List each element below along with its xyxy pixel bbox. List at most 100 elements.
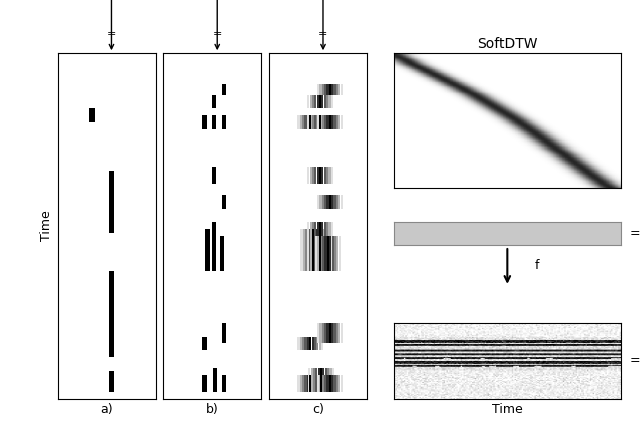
Bar bbox=[310, 368, 313, 392]
Bar bbox=[328, 167, 330, 184]
Bar bbox=[319, 337, 321, 350]
Bar bbox=[314, 229, 317, 271]
Bar bbox=[222, 195, 227, 209]
Bar bbox=[303, 229, 305, 271]
Bar bbox=[330, 368, 332, 392]
Bar bbox=[324, 95, 326, 109]
Bar bbox=[329, 323, 331, 343]
Bar bbox=[320, 236, 322, 271]
Bar bbox=[317, 95, 319, 109]
Bar bbox=[333, 323, 335, 343]
Bar bbox=[331, 115, 333, 129]
Bar bbox=[300, 229, 303, 271]
Bar bbox=[302, 115, 304, 129]
Bar bbox=[331, 323, 333, 343]
Bar bbox=[109, 371, 115, 392]
Bar bbox=[329, 236, 332, 271]
Bar bbox=[307, 115, 309, 129]
Bar bbox=[300, 374, 302, 392]
Bar bbox=[307, 229, 310, 271]
Bar bbox=[317, 84, 319, 95]
Bar bbox=[328, 95, 330, 109]
Bar bbox=[319, 84, 321, 95]
Bar bbox=[326, 95, 328, 109]
Bar bbox=[309, 115, 311, 129]
Bar bbox=[319, 323, 321, 343]
Bar bbox=[319, 95, 321, 109]
Bar bbox=[332, 236, 333, 271]
Bar bbox=[314, 167, 316, 184]
Bar bbox=[305, 374, 307, 392]
Bar bbox=[202, 374, 207, 392]
Bar bbox=[322, 115, 324, 129]
X-axis label: b): b) bbox=[206, 403, 219, 416]
Bar bbox=[327, 236, 329, 271]
Bar bbox=[338, 323, 340, 343]
Bar bbox=[317, 115, 319, 129]
Bar bbox=[312, 229, 314, 271]
Bar bbox=[307, 167, 309, 184]
Bar bbox=[339, 236, 340, 271]
Bar bbox=[314, 95, 316, 109]
Bar bbox=[340, 323, 342, 343]
Bar bbox=[300, 337, 302, 350]
Bar bbox=[329, 195, 331, 209]
Bar bbox=[312, 95, 314, 109]
Bar bbox=[312, 115, 314, 129]
Bar bbox=[302, 374, 304, 392]
Bar bbox=[308, 368, 310, 392]
Bar bbox=[324, 84, 326, 95]
Bar bbox=[307, 337, 309, 350]
Bar bbox=[314, 115, 316, 129]
Bar bbox=[319, 229, 321, 271]
Bar bbox=[323, 368, 324, 392]
Bar bbox=[321, 222, 323, 271]
Bar bbox=[302, 337, 304, 350]
Bar bbox=[327, 368, 329, 392]
Text: =: = bbox=[212, 29, 222, 39]
Bar bbox=[319, 115, 321, 129]
Bar bbox=[317, 115, 319, 129]
Bar bbox=[316, 115, 318, 129]
Bar bbox=[326, 195, 328, 209]
Text: =: = bbox=[318, 29, 328, 39]
Bar bbox=[322, 84, 324, 95]
Bar bbox=[317, 368, 320, 392]
Bar bbox=[326, 167, 328, 184]
Bar bbox=[312, 167, 314, 184]
Bar bbox=[109, 271, 115, 357]
Bar bbox=[310, 95, 312, 109]
Bar bbox=[329, 195, 331, 209]
Bar bbox=[329, 374, 331, 392]
Bar bbox=[313, 368, 315, 392]
Bar bbox=[321, 115, 323, 129]
Bar bbox=[333, 84, 335, 95]
Bar bbox=[305, 337, 307, 350]
Bar bbox=[327, 236, 329, 271]
Bar bbox=[315, 236, 317, 271]
Bar bbox=[319, 95, 321, 109]
Bar bbox=[329, 115, 331, 129]
Bar bbox=[329, 374, 331, 392]
Bar bbox=[331, 374, 333, 392]
Bar bbox=[324, 229, 326, 271]
Bar bbox=[310, 167, 312, 184]
Bar bbox=[324, 236, 326, 271]
Bar bbox=[314, 374, 316, 392]
Bar bbox=[312, 374, 314, 392]
Bar bbox=[326, 374, 328, 392]
Bar bbox=[319, 222, 321, 271]
Bar bbox=[305, 115, 307, 129]
Bar bbox=[321, 115, 323, 129]
Bar bbox=[317, 195, 319, 209]
Bar bbox=[319, 195, 321, 209]
Bar bbox=[202, 115, 207, 129]
Y-axis label: Time: Time bbox=[40, 210, 53, 241]
Bar bbox=[319, 167, 321, 184]
Bar bbox=[316, 374, 318, 392]
Bar bbox=[309, 374, 311, 392]
Bar bbox=[222, 374, 227, 392]
Bar bbox=[307, 95, 309, 109]
Bar bbox=[89, 109, 95, 122]
Bar bbox=[326, 323, 328, 343]
